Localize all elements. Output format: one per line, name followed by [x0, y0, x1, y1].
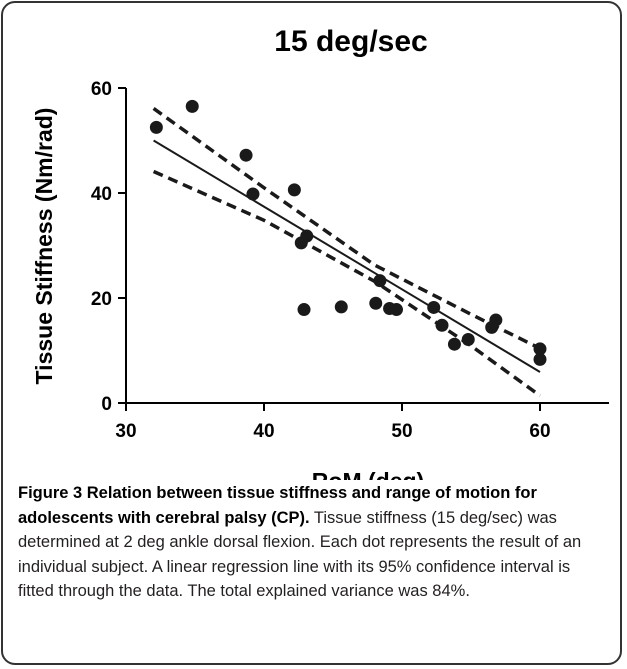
- data-point: [185, 99, 199, 113]
- data-point: [373, 274, 387, 288]
- x-tick-label: 50: [391, 421, 412, 442]
- chart-title: 15 deg/sec: [274, 25, 427, 58]
- plot-area: 0 20 40 60 30 40 50 60: [91, 79, 609, 442]
- caption-figure-label: Figure 3 Relation between tissue stiffne…: [18, 484, 537, 527]
- data-point: [533, 352, 547, 366]
- data-point: [246, 187, 260, 201]
- data-point: [149, 120, 163, 134]
- data-point: [489, 313, 503, 327]
- scatter-chart: 15 deg/sec 0 20 40 60 30 40 50 60 RoM (deg) Ti…: [31, 25, 609, 480]
- data-point: [427, 300, 441, 314]
- data-point: [389, 303, 403, 317]
- y-tick-label: 40: [91, 184, 112, 205]
- x-tick-label: 30: [115, 421, 136, 442]
- data-point: [287, 183, 301, 197]
- y-axis-label: Tissue Stiffness (Nm/rad): [31, 108, 57, 385]
- data-point: [239, 148, 253, 162]
- x-tick-label: 60: [529, 421, 550, 442]
- y-axis-ticks: 0 20 40 60: [91, 79, 126, 415]
- regression-lines: [152, 107, 542, 398]
- data-point: [533, 342, 547, 356]
- data-point: [334, 300, 348, 314]
- y-tick-label: 0: [101, 394, 112, 415]
- data-point: [435, 318, 449, 332]
- data-point: [447, 337, 461, 351]
- ci-lower-line: [152, 169, 542, 398]
- y-tick-label: 20: [91, 289, 112, 310]
- y-tick-label: 60: [91, 79, 112, 100]
- x-axis-ticks: 30 40 50 60: [115, 403, 551, 442]
- caption-text: Tissue stiffness (15 deg/sec) was determ…: [18, 508, 582, 601]
- ci-upper-line: [152, 107, 541, 350]
- data-points: [149, 99, 547, 366]
- figure-caption: Figure 3 Relation between tissue stiffne…: [18, 481, 608, 604]
- data-point: [297, 303, 311, 317]
- x-tick-label: 40: [253, 421, 274, 442]
- data-point: [461, 332, 475, 346]
- data-point: [300, 229, 314, 243]
- data-point: [369, 296, 383, 310]
- x-axis-label: RoM (deg): [312, 468, 424, 480]
- regression-line: [153, 139, 541, 373]
